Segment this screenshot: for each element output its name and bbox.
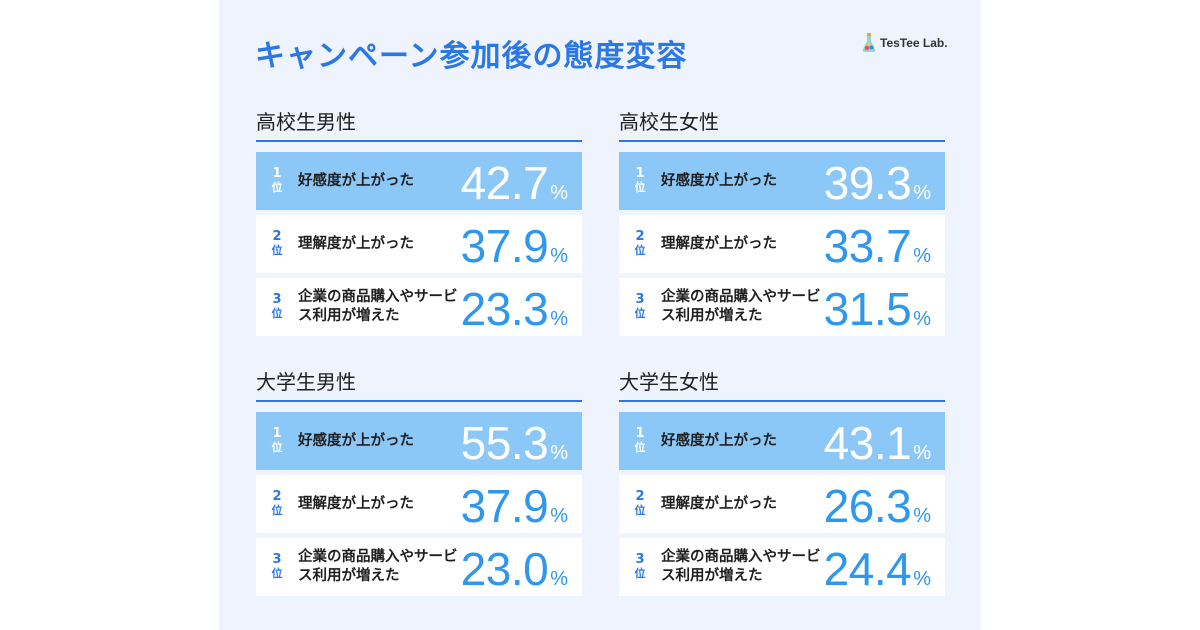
row-value: 55.3% xyxy=(460,417,568,469)
section-divider xyxy=(619,400,945,402)
section-title: 高校生男性 xyxy=(256,110,356,134)
row-label: 企業の商品購入やサービス利用が増えた xyxy=(661,549,821,584)
row-value: 26.3% xyxy=(823,480,931,532)
section-divider xyxy=(256,140,582,142)
row-label: 理解度が上がった xyxy=(661,235,777,252)
row-value: 39.3% xyxy=(823,157,931,209)
row-label: 理解度が上がった xyxy=(661,495,777,512)
row-value: 42.7% xyxy=(460,157,568,209)
section-title: 大学生女性 xyxy=(619,370,719,394)
row-label: 好感度が上がった xyxy=(661,432,777,449)
page-title: キャンペーン参加後の態度変容 xyxy=(255,39,688,74)
section-title: 高校生女性 xyxy=(619,110,719,134)
row-label: 企業の商品購入やサービス利用が増えた xyxy=(298,289,458,324)
row-value: 37.9% xyxy=(460,480,568,532)
row-label: 好感度が上がった xyxy=(661,172,777,189)
row-value: 33.7% xyxy=(823,220,931,272)
section-divider xyxy=(256,400,582,402)
section-title: 大学生男性 xyxy=(256,370,356,394)
row-label: 好感度が上がった xyxy=(298,432,414,449)
row-label: 理解度が上がった xyxy=(298,235,414,252)
row-value: 23.0% xyxy=(460,543,568,595)
row-label: 企業の商品購入やサービス利用が増えた xyxy=(298,549,458,584)
flask-icon xyxy=(862,33,876,52)
section-divider xyxy=(619,140,945,142)
logo-text: TesTee Lab. xyxy=(880,36,948,50)
row-value: 43.1% xyxy=(823,417,931,469)
row-value: 31.5% xyxy=(823,283,931,335)
brand-logo: TesTee Lab. xyxy=(862,33,948,53)
row-value: 37.9% xyxy=(460,220,568,272)
row-value: 23.3% xyxy=(460,283,568,335)
row-value: 24.4% xyxy=(823,543,931,595)
row-label: 企業の商品購入やサービス利用が増えた xyxy=(661,289,821,324)
row-label: 理解度が上がった xyxy=(298,495,414,512)
row-label: 好感度が上がった xyxy=(298,172,414,189)
